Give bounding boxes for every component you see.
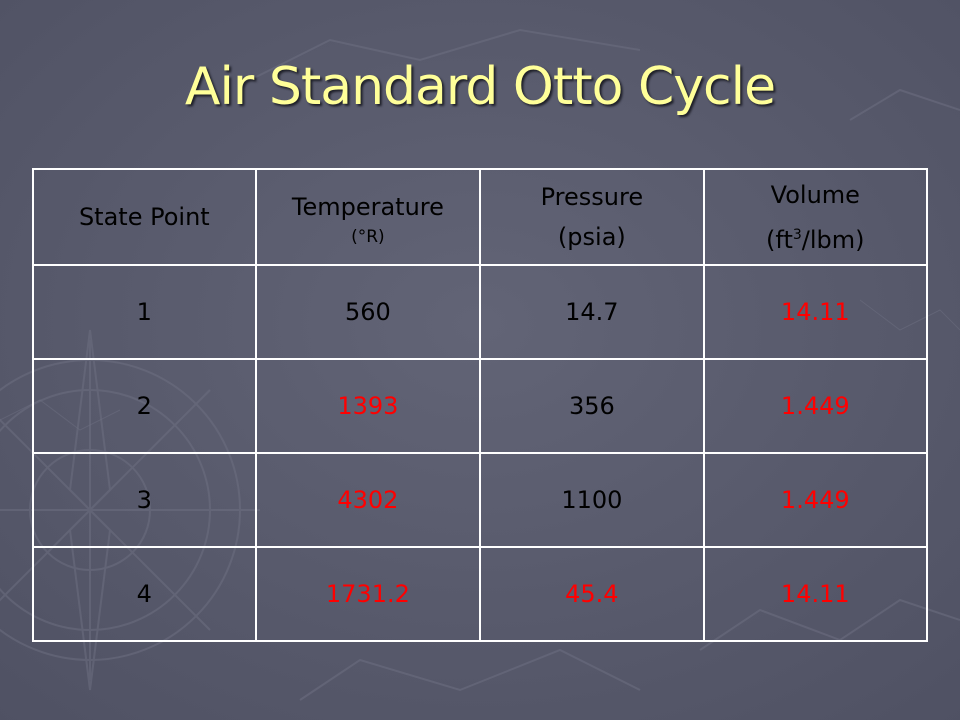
table-row: 1 560 14.7 14.11 (32, 264, 929, 360)
header-temperature-label: Temperature (291, 193, 444, 221)
cell-volume: 1.449 (702, 358, 929, 454)
table-row: 3 4302 1100 1.449 (32, 452, 929, 548)
otto-cycle-table: State Point Temperature (°R) Pressure (p… (32, 168, 929, 642)
cell-state: 1 (32, 264, 257, 360)
header-pressure: Pressure (psia) (479, 168, 705, 266)
cell-volume: 14.11 (702, 546, 929, 642)
header-state-label: State Point (78, 203, 210, 231)
header-temperature-unit: (°R) (351, 227, 385, 247)
header-temperature: Temperature (°R) (254, 168, 482, 266)
header-volume-label: Volume (770, 180, 860, 209)
cell-temperature: 1731.2 (254, 546, 482, 642)
cell-state: 2 (32, 358, 257, 454)
cell-temperature: 4302 (254, 452, 482, 548)
cell-pressure: 14.7 (479, 264, 705, 360)
cell-temperature: 560 (254, 264, 482, 360)
cell-pressure: 356 (479, 358, 705, 454)
header-pressure-label: Pressure (540, 183, 644, 211)
slide-title: Air Standard Otto Cycle (184, 57, 776, 117)
cell-state: 4 (32, 546, 257, 642)
cell-volume: 1.449 (702, 452, 929, 548)
header-volume: Volume (ft3/lbm) (702, 168, 929, 266)
header-state-point: State Point (32, 168, 257, 266)
cell-temperature: 1393 (254, 358, 482, 454)
header-pressure-unit: (psia) (557, 223, 626, 251)
table-row: 2 1393 356 1.449 (32, 358, 929, 454)
volume-unit-suffix: /lbm) (801, 225, 865, 254)
volume-unit-prefix: (ft (766, 225, 793, 254)
header-volume-unit: (ft3/lbm) (705, 215, 926, 260)
table-row: 4 1731.2 45.4 14.11 (32, 546, 929, 642)
volume-unit-exponent: 3 (792, 226, 802, 243)
table-header-row: State Point Temperature (°R) Pressure (p… (32, 168, 929, 266)
cell-pressure: 1100 (479, 452, 705, 548)
cell-state: 3 (32, 452, 257, 548)
cell-volume: 14.11 (702, 264, 929, 360)
cell-pressure: 45.4 (479, 546, 705, 642)
